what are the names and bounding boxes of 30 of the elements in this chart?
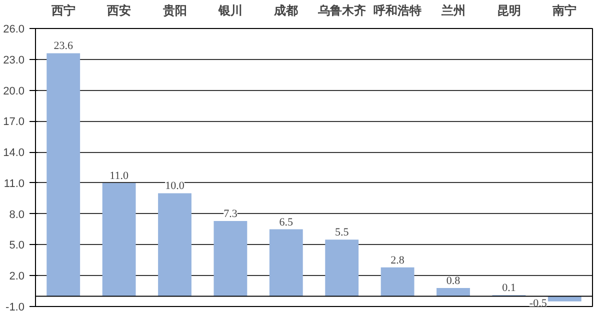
y-tick-label: 20.0: [3, 85, 25, 98]
data-label: 5.5: [334, 226, 350, 239]
data-label: 7.3: [224, 208, 238, 220]
data-label: 10.0: [165, 180, 185, 192]
x-tick-label: 南宁: [552, 4, 577, 18]
data-label: 2.8: [390, 254, 405, 266]
y-tick-label: 23.0: [3, 54, 25, 66]
x-tick-label: 乌鲁木齐: [316, 4, 366, 18]
x-tick-label: 西安: [106, 4, 132, 18]
x-tick-label: 贵阳: [162, 4, 187, 18]
x-tick-label: 呼和浩特: [374, 4, 422, 18]
y-tick-label: 14.0: [3, 147, 25, 160]
x-tick-label: 西宁: [50, 4, 76, 18]
x-tick-label: 昆明: [496, 4, 521, 18]
data-label: 0.8: [446, 274, 461, 287]
data-label: 6.5: [279, 216, 294, 228]
x-tick-label: 兰州: [440, 4, 466, 18]
y-tick-label: 17.0: [3, 116, 25, 128]
data-label: 11.0: [110, 170, 129, 182]
x-tick-label: 成都: [273, 4, 298, 18]
y-tick-label: -1.0: [6, 302, 25, 314]
y-tick-label: 5.0: [9, 240, 25, 252]
data-label: -0.5: [529, 297, 548, 310]
data-label: 0.1: [502, 282, 516, 294]
y-tick-label: 8.0: [9, 208, 25, 221]
x-tick-label: 银川: [217, 4, 242, 18]
y-tick-label: 11.0: [4, 178, 24, 190]
data-label: 23.6: [54, 40, 74, 52]
y-tick-label: 26.0: [3, 24, 25, 36]
y-tick-label: 2.0: [9, 270, 25, 283]
